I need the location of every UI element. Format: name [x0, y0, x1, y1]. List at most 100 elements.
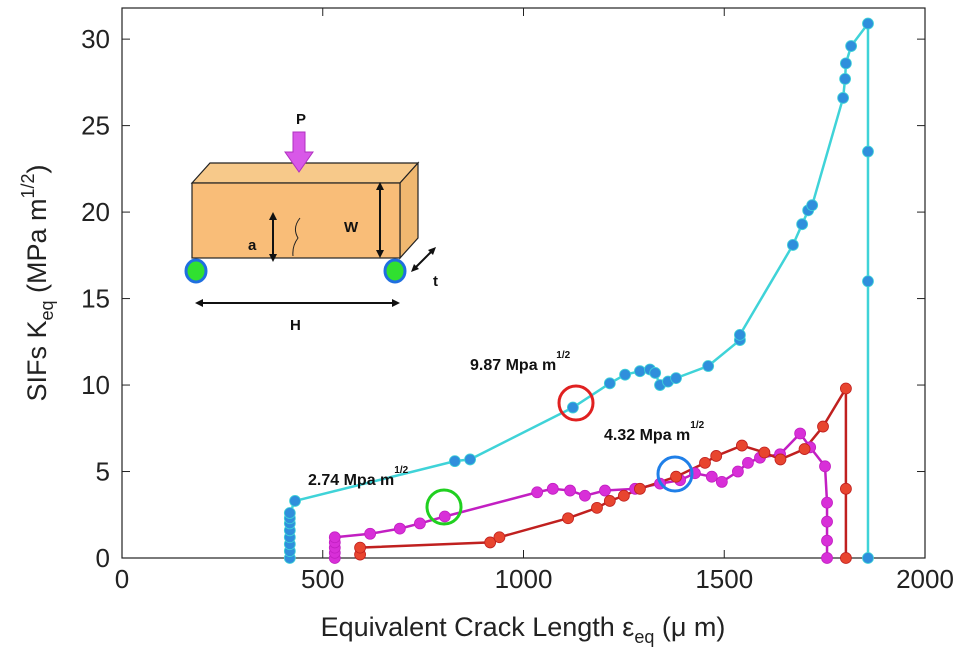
support	[383, 258, 407, 284]
data-point	[839, 73, 852, 85]
data-point	[364, 527, 377, 540]
annotation-sup: 1/2	[690, 420, 704, 431]
data-point	[599, 484, 611, 497]
data-point	[670, 372, 682, 385]
load-arrow	[284, 131, 314, 173]
data-point	[821, 552, 833, 564]
y-tick-label: 25	[81, 111, 110, 141]
inset-label: t	[433, 273, 438, 290]
y-tick-label: 5	[96, 457, 110, 487]
data-point	[840, 482, 852, 495]
data-point	[464, 453, 477, 466]
data-point	[806, 199, 819, 212]
annotation-text: 9.87 Mpa m	[470, 357, 556, 374]
data-point	[715, 475, 728, 488]
data-point	[634, 482, 646, 495]
data-point	[840, 382, 852, 395]
data-point	[493, 531, 506, 544]
support	[184, 258, 208, 284]
data-point	[758, 446, 771, 459]
data-point	[774, 453, 787, 466]
x-axis-label: Equivalent Crack Length εeq (μ m)	[321, 612, 726, 647]
inset-label: W	[344, 219, 359, 236]
label-text: (μ m)	[654, 612, 725, 642]
crack	[292, 217, 301, 257]
data-point	[649, 367, 662, 379]
data-point	[705, 470, 718, 483]
annotation: 2.74 Mpa m1/2	[308, 465, 409, 489]
annotation-text: 2.74 Mpa m	[308, 472, 394, 489]
data-point	[732, 465, 744, 478]
y-tick-label: 0	[96, 543, 110, 573]
data-point	[564, 484, 576, 497]
data-point	[817, 420, 829, 433]
data-point	[837, 92, 849, 104]
data-point	[328, 531, 341, 544]
x-tick-label: 2000	[896, 564, 954, 594]
label-text: )	[22, 164, 52, 173]
data-point	[736, 439, 748, 452]
data-point	[619, 368, 631, 381]
annotation-sup: 1/2	[394, 465, 408, 476]
inset-label: H	[290, 317, 301, 334]
data-point	[840, 552, 852, 564]
x-tick-label: 1500	[695, 564, 753, 594]
inset-diagram: P W a t H	[184, 111, 438, 334]
highlight-circle	[656, 455, 694, 493]
data-point	[617, 489, 630, 502]
data-point	[787, 239, 799, 251]
y-axis-label: SIFs Keq (MPa m1/2)	[18, 164, 57, 401]
data-point	[819, 460, 831, 473]
highlight-circle	[557, 384, 595, 422]
label-sup: 1/2	[18, 173, 38, 198]
data-point	[603, 495, 616, 507]
data-point	[862, 275, 874, 288]
data-point	[579, 489, 591, 502]
y-tick-label: 15	[81, 284, 110, 314]
beam-front	[191, 182, 401, 259]
data-point	[484, 536, 497, 549]
data-point	[845, 40, 858, 52]
label-text: Equivalent Crack Length ε	[321, 612, 635, 642]
label-text: SIFs K	[22, 321, 52, 402]
data-point	[438, 510, 451, 523]
y-tick-label: 10	[81, 370, 110, 400]
y-tick-label: 20	[81, 197, 110, 227]
x-tick-label: 1000	[495, 564, 553, 594]
data-point	[354, 541, 366, 554]
annotation-text: 4.32 Mpa m	[604, 427, 690, 444]
dimension-arrows	[195, 182, 436, 307]
data-point	[821, 496, 833, 509]
x-tick-label: 0	[115, 564, 129, 594]
data-point	[862, 17, 874, 30]
data-point	[546, 482, 559, 495]
inset-label: P	[296, 111, 306, 128]
data-point	[742, 456, 754, 469]
series-line	[358, 383, 848, 558]
data-point	[798, 443, 811, 455]
beam-top	[190, 162, 420, 184]
annotation-sup: 1/2	[556, 350, 570, 361]
data-point	[531, 486, 544, 499]
data-point	[862, 552, 874, 564]
data-point	[448, 455, 461, 468]
data-point	[710, 450, 723, 462]
label-sub: eq	[634, 627, 654, 647]
data-point	[796, 218, 809, 231]
data-point	[603, 377, 616, 390]
data-point	[566, 401, 579, 414]
data-point	[821, 515, 833, 528]
data-point	[393, 522, 406, 535]
data-point	[862, 145, 874, 158]
data-point	[591, 501, 603, 514]
data-point	[670, 470, 682, 483]
highlight-circle	[425, 488, 463, 526]
data-point	[289, 495, 301, 507]
annotation: 9.87 Mpa m1/2	[470, 350, 571, 374]
data-point	[283, 507, 296, 519]
plot-area: 0 500 1000 1500 2000 0 5 10 15 20 25 30	[81, 8, 954, 594]
x-tick-label: 500	[301, 564, 344, 594]
data-point	[634, 365, 646, 378]
label-sub: eq	[37, 301, 57, 321]
